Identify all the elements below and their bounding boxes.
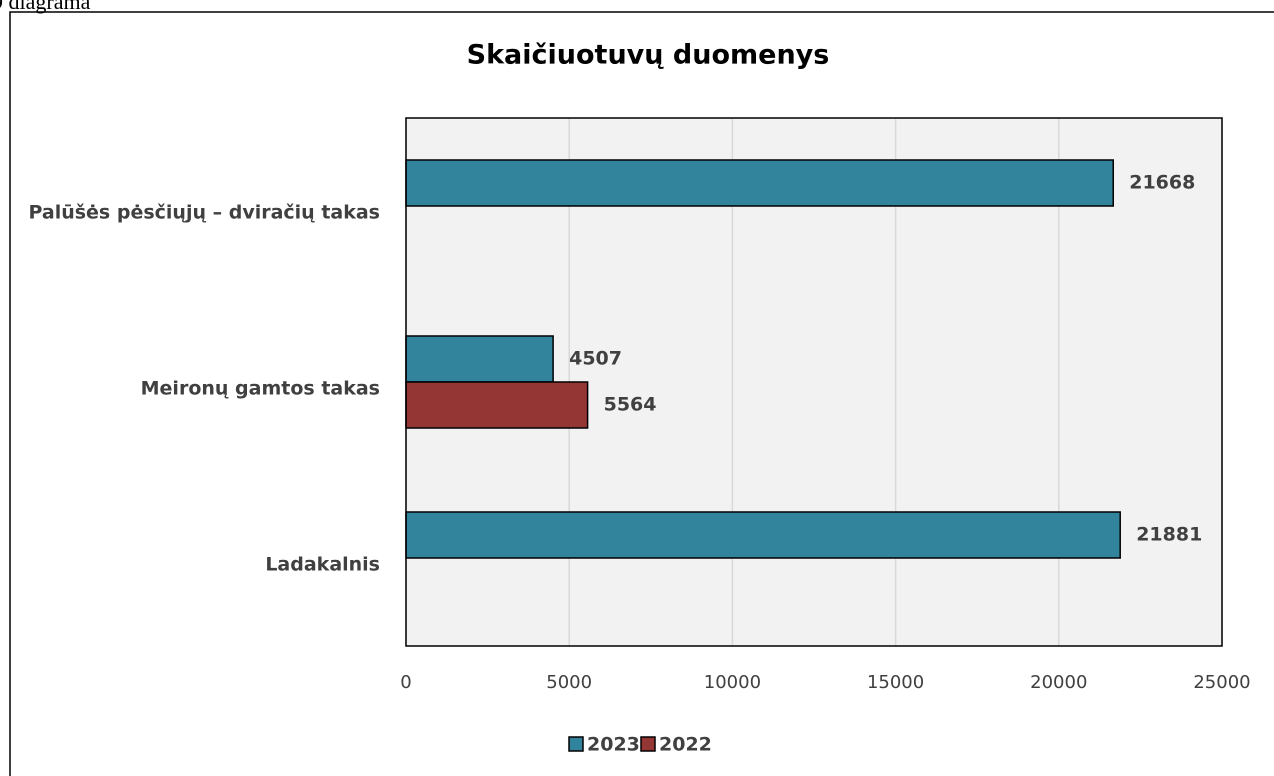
bar [405,335,554,383]
legend-swatch [568,736,584,752]
x-tick-label: 15000 [867,672,924,693]
bar [405,511,1121,559]
caption: 9 diagrama [0,0,91,14]
value-label: 4507 [569,348,622,370]
y-tick-label: Ladakalnis [265,554,380,576]
x-tick-label: 10000 [704,672,761,693]
plot-border [405,117,1223,647]
x-tick-label: 20000 [1030,672,1087,693]
value-label: 21668 [1129,172,1195,194]
y-tick-label: Meironų gamtos takas [141,378,380,400]
bar [405,159,1114,207]
value-label: 21881 [1136,524,1202,546]
bar [405,381,589,429]
value-label: 5564 [604,394,657,416]
legend-swatch [640,736,656,752]
chart-title: Skaičiuotuvų duomenys [467,40,830,71]
legend-label: 2023 [587,734,640,756]
x-tick-label: 5000 [546,672,592,693]
legend-label: 2022 [659,734,712,756]
x-tick-label: 25000 [1193,672,1250,693]
x-tick-label: 0 [400,672,411,693]
y-tick-label: Palūšės pėsčiųjų – dviračių takas [28,202,380,224]
